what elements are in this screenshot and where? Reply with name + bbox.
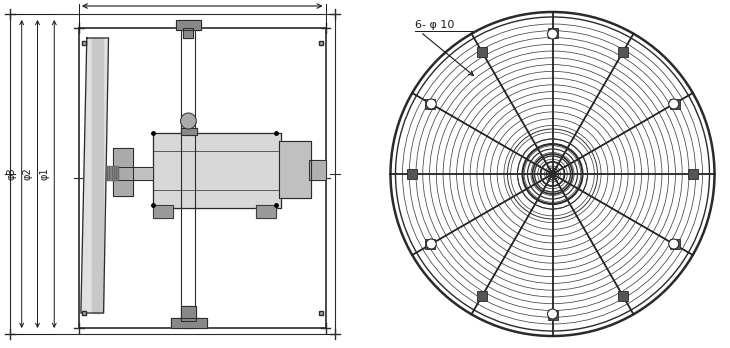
Bar — [688, 169, 699, 179]
Bar — [407, 169, 417, 179]
Bar — [669, 239, 680, 250]
Polygon shape — [92, 38, 103, 313]
Polygon shape — [182, 28, 193, 38]
Text: A: A — [198, 0, 207, 1]
Circle shape — [426, 99, 437, 109]
Bar — [477, 291, 487, 301]
Polygon shape — [180, 128, 197, 135]
Circle shape — [669, 99, 679, 109]
Text: φ1: φ1 — [39, 168, 50, 180]
Bar — [426, 98, 435, 109]
Polygon shape — [107, 167, 153, 180]
Polygon shape — [113, 148, 133, 196]
Polygon shape — [176, 20, 201, 30]
Polygon shape — [153, 133, 281, 208]
Polygon shape — [256, 205, 276, 218]
Bar — [548, 28, 558, 38]
Circle shape — [669, 239, 679, 249]
Bar — [669, 98, 680, 109]
Circle shape — [180, 113, 196, 129]
Circle shape — [548, 309, 558, 319]
Bar — [618, 291, 628, 301]
Polygon shape — [81, 38, 109, 313]
Circle shape — [548, 29, 558, 39]
Polygon shape — [180, 306, 196, 321]
Bar — [618, 47, 628, 57]
Polygon shape — [106, 166, 118, 180]
Polygon shape — [309, 160, 326, 180]
Polygon shape — [153, 205, 172, 218]
Bar — [426, 239, 435, 250]
Circle shape — [550, 172, 555, 176]
Polygon shape — [279, 141, 311, 198]
Bar — [477, 47, 487, 57]
Text: φ2: φ2 — [23, 168, 33, 180]
Circle shape — [426, 239, 437, 249]
Text: φ3: φ3 — [7, 168, 17, 180]
Polygon shape — [171, 318, 207, 328]
Bar — [548, 310, 558, 320]
Text: 6- φ 10: 6- φ 10 — [415, 20, 455, 30]
